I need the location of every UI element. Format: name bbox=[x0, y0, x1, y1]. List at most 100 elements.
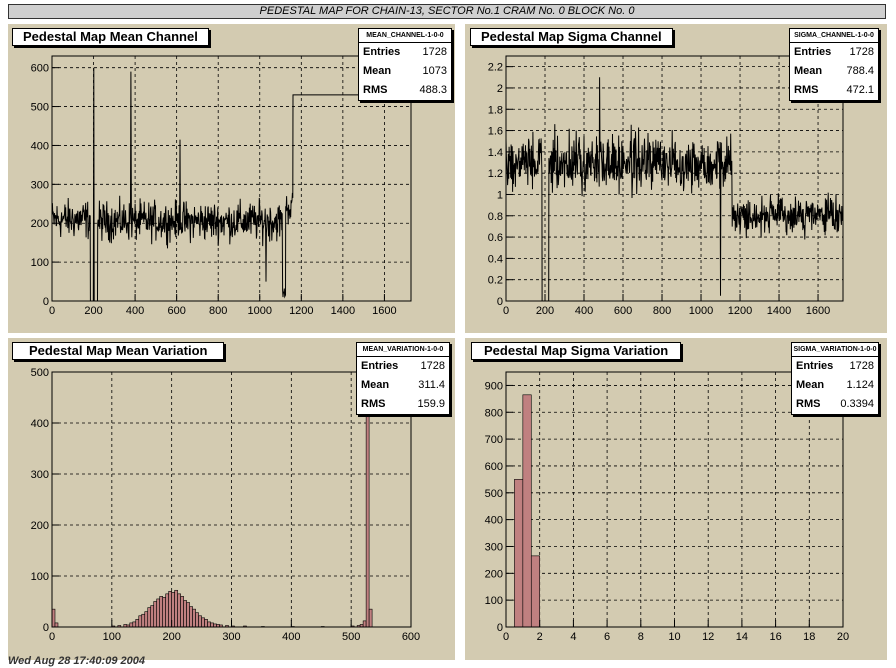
x-tick-label: 500 bbox=[342, 631, 360, 643]
y-tick-label: 900 bbox=[485, 380, 503, 392]
histogram-bar bbox=[138, 615, 143, 628]
y-tick-label: 0 bbox=[497, 296, 503, 308]
histogram-bar bbox=[198, 615, 202, 628]
stats-name: SIGMA_VARIATION-1-0-0 bbox=[792, 343, 878, 357]
pad-title: Pedestal Map Sigma Channel bbox=[470, 28, 673, 46]
x-tick-label: 400 bbox=[126, 305, 144, 317]
y-tick-label: 1.6 bbox=[488, 126, 503, 138]
y-tick-label: 600 bbox=[485, 461, 503, 473]
y-tick-label: 500 bbox=[31, 367, 49, 379]
pad-sigma-variation: 0 2 4 6 8 10 12 14 16 18 20 0 100 200 300 400 500 600 700 8… bbox=[465, 338, 887, 660]
x-tick-label: 400 bbox=[575, 305, 593, 317]
y-tick-label: 0 bbox=[497, 622, 503, 634]
histogram-bar bbox=[177, 593, 181, 628]
y-tick-label: 500 bbox=[31, 102, 49, 114]
y-tick-label: 0.4 bbox=[488, 253, 503, 265]
stats-name: MEAN_CHANNEL-1-0-0 bbox=[359, 29, 451, 43]
histogram-bar bbox=[153, 601, 158, 628]
page-title: PEDESTAL MAP FOR CHAIN-13, SECTOR No.1 C… bbox=[8, 4, 886, 19]
histogram-bar bbox=[183, 600, 187, 628]
y-tick-label: 0.6 bbox=[488, 232, 503, 244]
series-line bbox=[51, 67, 411, 302]
histogram-bar bbox=[368, 608, 373, 628]
histogram-bar bbox=[132, 621, 137, 628]
x-tick-label: 1000 bbox=[689, 305, 713, 317]
x-tick-label: 20 bbox=[837, 631, 849, 643]
x-tick-label: 16 bbox=[769, 631, 781, 643]
y-tick-label: 400 bbox=[31, 418, 49, 430]
histogram-bar bbox=[186, 602, 190, 628]
stats-row-mean: Mean 1073 bbox=[363, 65, 447, 77]
histogram-bar bbox=[530, 555, 541, 628]
x-tick-label: 8 bbox=[638, 631, 644, 643]
x-tick-label: 800 bbox=[209, 305, 227, 317]
x-tick-label: 600 bbox=[614, 305, 632, 317]
x-tick-label: 100 bbox=[103, 631, 121, 643]
histogram-bar bbox=[365, 402, 370, 628]
y-tick-label: 100 bbox=[31, 257, 49, 269]
y-tick-label: 0.2 bbox=[488, 275, 503, 287]
y-tick-label: 100 bbox=[485, 595, 503, 607]
y-tick-label: 500 bbox=[485, 488, 503, 500]
stats-row-mean: Mean 1.124 bbox=[796, 379, 874, 391]
y-tick-label: 0 bbox=[43, 296, 49, 308]
histogram-bar bbox=[141, 613, 146, 628]
y-tick-label: 1.2 bbox=[488, 168, 503, 180]
x-tick-label: 0 bbox=[49, 631, 55, 643]
plot-area bbox=[52, 56, 411, 301]
stats-name: SIGMA_CHANNEL-1-0-0 bbox=[790, 29, 878, 43]
histogram-bar bbox=[156, 598, 160, 628]
x-tick-label: 200 bbox=[162, 631, 180, 643]
histogram-bar bbox=[207, 621, 211, 628]
histogram-bar bbox=[522, 394, 532, 628]
x-tick-label: 18 bbox=[803, 631, 815, 643]
y-tick-label: 200 bbox=[31, 218, 49, 230]
y-tick-label: 200 bbox=[31, 520, 49, 532]
pad-title: Pedestal Map Sigma Variation bbox=[471, 342, 682, 360]
histogram-bar bbox=[165, 593, 169, 628]
pad-mean-variation: 0 100 200 300 400 500 600 0 100 200 300 400 500 Pede… bbox=[8, 338, 455, 660]
stats-row-entries: Entries 1728 bbox=[361, 360, 445, 372]
histogram-bar bbox=[192, 608, 196, 628]
plot-frame bbox=[505, 55, 844, 302]
x-tick-label: 2 bbox=[537, 631, 543, 643]
footer-timestamp: Wed Aug 28 17:40:09 2004 bbox=[8, 655, 145, 667]
stats-row-mean: Mean 788.4 bbox=[794, 65, 874, 77]
stats-box: MEAN_VARIATION-1-0-0 Entries 1728 Mean 311… bbox=[356, 342, 450, 415]
x-tick-label: 200 bbox=[84, 305, 102, 317]
y-tick-label: 600 bbox=[31, 63, 49, 75]
x-tick-label: 1600 bbox=[372, 305, 396, 317]
histogram-bar bbox=[362, 620, 367, 628]
x-tick-label: 300 bbox=[222, 631, 240, 643]
y-tick-label: 300 bbox=[485, 541, 503, 553]
plot-frame bbox=[51, 55, 412, 302]
histogram-bar bbox=[144, 611, 149, 628]
x-tick-label: 0 bbox=[49, 305, 55, 317]
y-tick-label: 1 bbox=[497, 189, 503, 201]
histogram-bar bbox=[201, 617, 205, 628]
x-tick-label: 600 bbox=[167, 305, 185, 317]
x-tick-label: 600 bbox=[402, 631, 420, 643]
stats-row-rms: RMS 159.9 bbox=[361, 398, 445, 410]
plot-area bbox=[506, 56, 843, 301]
histogram-bar bbox=[159, 596, 163, 628]
x-tick-label: 1400 bbox=[767, 305, 791, 317]
x-tick-label: 400 bbox=[282, 631, 300, 643]
histogram-bar bbox=[189, 606, 193, 628]
stats-row-mean: Mean 311.4 bbox=[361, 379, 445, 391]
pad-mean-channel: 0 200 400 600 800 1000 1200 1400 1600 0 100 200 300 4… bbox=[8, 24, 455, 333]
stats-name: MEAN_VARIATION-1-0-0 bbox=[357, 343, 449, 357]
pad-title: Pedestal Map Mean Channel bbox=[12, 28, 209, 46]
histogram-bar bbox=[135, 619, 140, 628]
histogram-bar bbox=[54, 622, 59, 628]
sigma-channel-plot: 0 200 400 600 800 1000 1200 1400 1600 0 0.2 0.4 0.6 0… bbox=[488, 55, 844, 317]
x-tick-label: 0 bbox=[503, 305, 509, 317]
x-tick-label: 200 bbox=[536, 305, 554, 317]
sigma-variation-histogram: 0 2 4 6 8 10 12 14 16 18 2001002003004005006007008… bbox=[485, 371, 849, 643]
x-tick-label: 1200 bbox=[728, 305, 752, 317]
stats-row-rms: RMS 472.1 bbox=[794, 84, 874, 96]
y-tick-label: 300 bbox=[31, 179, 49, 191]
histogram-bar bbox=[162, 597, 166, 628]
stats-row-rms: RMS 488.3 bbox=[363, 84, 447, 96]
stats-box: MEAN_CHANNEL-1-0-0 Entries 1728 Mean 1073 … bbox=[358, 28, 452, 101]
